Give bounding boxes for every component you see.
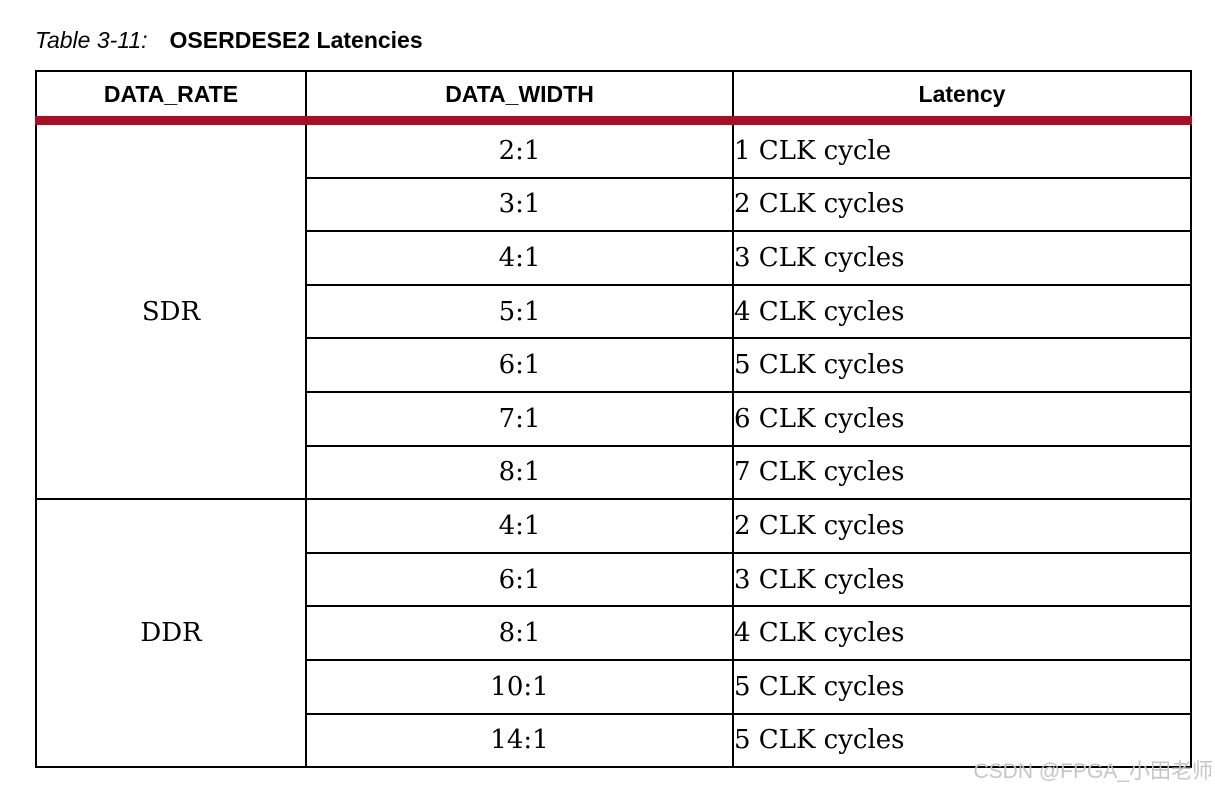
column-header-data-rate: DATA_RATE bbox=[35, 70, 307, 125]
table-row: 5:1 4 CLK cycles bbox=[36, 283, 1192, 340]
header-row: DATA_RATE DATA_WIDTH Latency bbox=[35, 70, 1192, 125]
latency-cell: 4 CLK cycles bbox=[732, 283, 1192, 340]
data-rate-cell-sdr: SDR bbox=[35, 119, 307, 501]
table-row: SDR 2:1 1 CLK cycle bbox=[35, 119, 1192, 501]
table-row: 4:1 3 CLK cycles bbox=[36, 230, 1192, 286]
table-row: 3:1 2 CLK cycles bbox=[36, 176, 1192, 233]
table-row: 7:1 6 CLK cycles bbox=[36, 390, 1192, 447]
data-width-cell: 2:1 bbox=[305, 119, 734, 179]
latency-cell: 5 CLK cycles bbox=[732, 337, 1192, 393]
data-width-cell: 10:1 bbox=[305, 658, 734, 715]
table-row: DDR 4:1 2 CLK cycles bbox=[35, 498, 1192, 769]
column-header-data-width: DATA_WIDTH bbox=[305, 70, 734, 125]
data-width-cell: 6:1 bbox=[305, 337, 734, 393]
table-row: 8:1 4 CLK cycles bbox=[36, 605, 1192, 661]
data-width-cell: 8:1 bbox=[305, 605, 734, 661]
table-caption-title: OSERDESE2 Latencies bbox=[169, 27, 423, 53]
table-row: 14:1 5 CLK cycles bbox=[36, 712, 1192, 769]
data-width-cell: 7:1 bbox=[305, 390, 734, 447]
latency-cell: 5 CLK cycles bbox=[732, 658, 1192, 715]
data-width-cell: 4:1 bbox=[305, 230, 734, 286]
latency-cell: 7 CLK cycles bbox=[732, 444, 1192, 501]
table-caption: Table 3-11: OSERDESE2 Latencies bbox=[35, 27, 423, 54]
latency-cell: 6 CLK cycles bbox=[732, 390, 1192, 447]
latency-cell: 2 CLK cycles bbox=[732, 498, 1192, 554]
table-caption-number: Table 3-11: bbox=[35, 27, 148, 53]
table-row: 6:1 5 CLK cycles bbox=[36, 337, 1192, 393]
table-row: 10:1 5 CLK cycles bbox=[36, 658, 1192, 715]
column-header-latency: Latency bbox=[732, 70, 1192, 125]
oserdese2-latencies-table: DATA_RATE DATA_WIDTH Latency SDR 2:1 1 C… bbox=[35, 70, 1192, 769]
data-width-cell: 3:1 bbox=[305, 176, 734, 233]
latency-cell: 3 CLK cycles bbox=[732, 551, 1192, 608]
latency-cell: 5 CLK cycles bbox=[732, 712, 1192, 769]
latency-cell: 1 CLK cycle bbox=[732, 119, 1192, 179]
latency-cell: 4 CLK cycles bbox=[732, 605, 1192, 661]
data-width-cell: 6:1 bbox=[305, 551, 734, 608]
data-width-cell: 14:1 bbox=[305, 712, 734, 769]
latency-cell: 3 CLK cycles bbox=[732, 230, 1192, 286]
latency-cell: 2 CLK cycles bbox=[732, 176, 1192, 233]
table-row: 8:1 7 CLK cycles bbox=[36, 444, 1192, 501]
table-row: 6:1 3 CLK cycles bbox=[36, 551, 1192, 608]
data-width-cell: 5:1 bbox=[305, 283, 734, 340]
data-rate-cell-ddr: DDR bbox=[35, 498, 307, 769]
data-width-cell: 4:1 bbox=[305, 498, 734, 554]
data-width-cell: 8:1 bbox=[305, 444, 734, 501]
